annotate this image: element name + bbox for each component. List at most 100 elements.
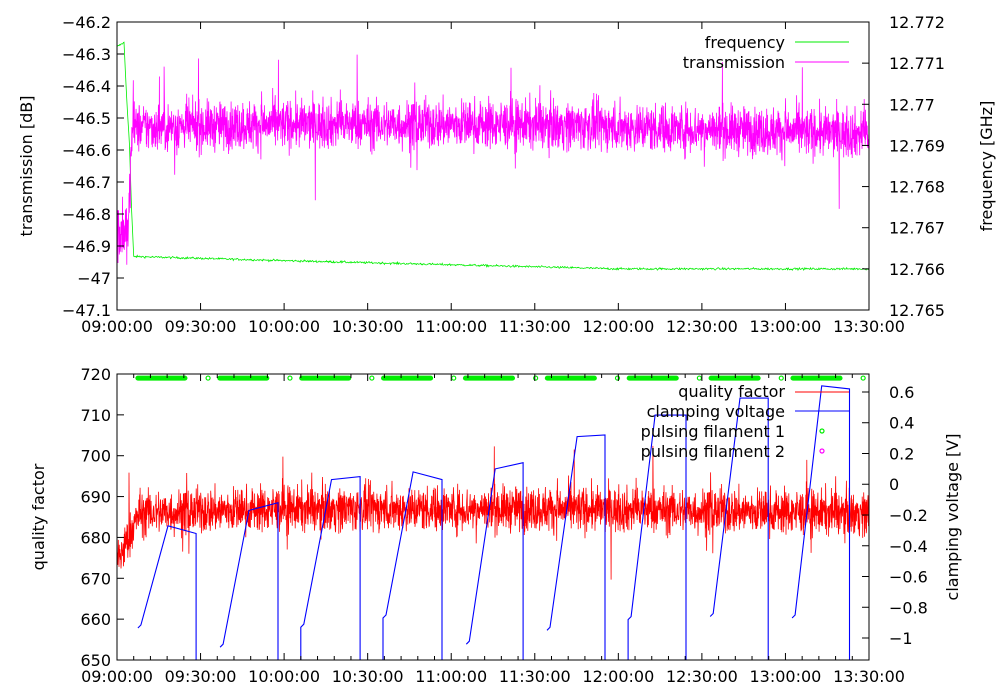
x-tick-label: 09:00:00 (81, 317, 153, 336)
clamping-voltage-cycle (709, 397, 769, 660)
y-tick-label: 710 (80, 406, 111, 425)
x-tick-label: 12:00:00 (582, 317, 654, 336)
pulsing-filament-1-point (860, 375, 866, 381)
y2-tick-label: 12.77 (889, 95, 935, 114)
top-plot-data (116, 41, 870, 272)
x-tick-label: 10:30:00 (332, 667, 404, 686)
series-pulsing-filament-1 (135, 375, 866, 381)
y-tick-label: 680 (80, 528, 111, 547)
legend-marker-pulsing-filament-1 (819, 428, 825, 434)
y-tick-label: 650 (80, 651, 111, 670)
top-axes: 09:00:00 09:30:00 10:00:00 10:30:00 11:00:00… (62, 13, 945, 336)
legend-label-pulsing-filament-2: pulsing filament 2 (641, 442, 785, 461)
pulsing-filament-1-point (533, 375, 539, 381)
top-plot-frame (116, 21, 870, 311)
y2-tick-label: 0 (889, 475, 899, 494)
y-tick-label: −46.7 (62, 173, 111, 192)
y2-tick-label: −0.2 (889, 506, 928, 525)
pulsing-filament-1-point (614, 375, 621, 381)
pulsing-filament-1-point (287, 375, 293, 381)
legend-label-clamping-voltage: clamping voltage (647, 402, 785, 421)
bottom-plot-data (116, 375, 870, 660)
x-tick-label: 12:30:00 (666, 667, 738, 686)
x-tick-label: 13:00:00 (750, 667, 822, 686)
x-tick-label: 13:00:00 (750, 317, 822, 336)
top-legend: frequency transmission (683, 33, 849, 72)
y-tick-label: −46.6 (62, 141, 111, 160)
x-tick-label: 09:30:00 (165, 667, 237, 686)
y2-tick-label: 12.766 (889, 260, 945, 279)
x-tick-label: 11:00:00 (415, 667, 487, 686)
y-tick-label: 660 (80, 610, 111, 629)
top-y-axis-label: transmission [dB] (17, 96, 36, 237)
x-tick-label: 12:30:00 (666, 317, 738, 336)
y2-tick-label: −0.4 (889, 537, 928, 556)
pulsing-filament-1-point (696, 375, 702, 381)
series-quality-factor-line (116, 445, 870, 580)
y2-tick-label: 0.4 (889, 414, 914, 433)
clamping-voltage-cycle (465, 462, 524, 660)
y2-tick-label: 12.768 (889, 178, 945, 197)
clamping-voltage-cycle (546, 434, 606, 660)
y-tick-label: −46.5 (62, 109, 111, 128)
y-tick-label: −46.3 (62, 45, 111, 64)
clamping-voltage-cycle (300, 475, 361, 660)
y-tick-label: −46.9 (62, 237, 111, 256)
x-tick-label: 10:30:00 (332, 317, 404, 336)
x-tick-label: 10:00:00 (248, 317, 320, 336)
series-frequency-line (116, 41, 870, 272)
clamping-voltage-cycle (791, 385, 851, 660)
y2-tick-label: 12.765 (889, 301, 945, 320)
y-tick-label: −46.2 (62, 13, 111, 32)
y2-tick-label: 12.769 (889, 136, 945, 155)
x-tick-label: 10:00:00 (248, 667, 320, 686)
bottom-axes: 09:00:00 09:30:00 10:00:00 10:30:00 11:00:00… (80, 365, 927, 686)
y2-tick-label: 0.6 (889, 383, 914, 402)
clamping-voltage-cycle (382, 471, 443, 660)
x-tick-label: 12:00:00 (582, 667, 654, 686)
y-tick-label: −47 (77, 269, 111, 288)
pulsing-filament-1-point (778, 375, 784, 381)
legend-label-quality-factor: quality factor (678, 382, 785, 401)
x-tick-label: 13:30:00 (833, 317, 905, 336)
pulsing-filament-1-point (451, 375, 457, 381)
y-tick-label: 670 (80, 569, 111, 588)
y2-tick-label: 12.772 (889, 13, 945, 32)
y2-tick-label: 12.771 (889, 54, 945, 73)
series-clamping-voltage (137, 385, 851, 660)
y2-tick-label: −1 (889, 629, 913, 648)
bottom-y2-axis-label: clamping voltage [V] (943, 434, 962, 601)
x-tick-label: 09:00:00 (81, 667, 153, 686)
top-y2-axis-label: frequency [GHz] (977, 101, 996, 232)
x-tick-label: 13:30:00 (833, 667, 905, 686)
bottom-plot-frame (116, 373, 870, 661)
y-tick-label: 720 (80, 365, 111, 384)
x-tick-label: 11:30:00 (499, 317, 571, 336)
bottom-y-axis-label: quality factor (29, 463, 48, 570)
pulsing-filament-1-point (369, 375, 375, 381)
y2-tick-label: −0.8 (889, 598, 928, 617)
y2-tick-label: 0.2 (889, 444, 914, 463)
bottom-panel: 09:00:00 09:30:00 10:00:00 10:30:00 11:00:00… (29, 365, 962, 686)
y2-tick-label: −0.6 (889, 568, 928, 587)
bottom-legend: quality factor clamping voltage pulsing … (641, 382, 849, 461)
x-tick-label: 11:00:00 (415, 317, 487, 336)
clamping-voltage-cycle (219, 501, 279, 660)
series-transmission-line (116, 54, 870, 265)
x-tick-label: 09:30:00 (165, 317, 237, 336)
pulsing-filament-1-point (205, 375, 211, 381)
clamping-voltage-cycle (137, 525, 197, 660)
y-tick-label: −46.8 (62, 205, 111, 224)
y-tick-label: 700 (80, 447, 111, 466)
y2-tick-label: 12.767 (889, 219, 945, 238)
x-tick-label: 11:30:00 (499, 667, 571, 686)
legend-marker-pulsing-filament-2 (819, 448, 825, 454)
y-tick-label: 690 (80, 488, 111, 507)
y-tick-label: −47.1 (62, 301, 111, 320)
y-tick-label: −46.4 (62, 77, 111, 96)
legend-label-transmission: transmission (683, 53, 785, 72)
legend-label-pulsing-filament-1: pulsing filament 1 (641, 422, 785, 441)
top-panel: 09:00:00 09:30:00 10:00:00 10:30:00 11:00:00… (17, 13, 996, 336)
clamping-voltage-cycle (627, 414, 687, 660)
